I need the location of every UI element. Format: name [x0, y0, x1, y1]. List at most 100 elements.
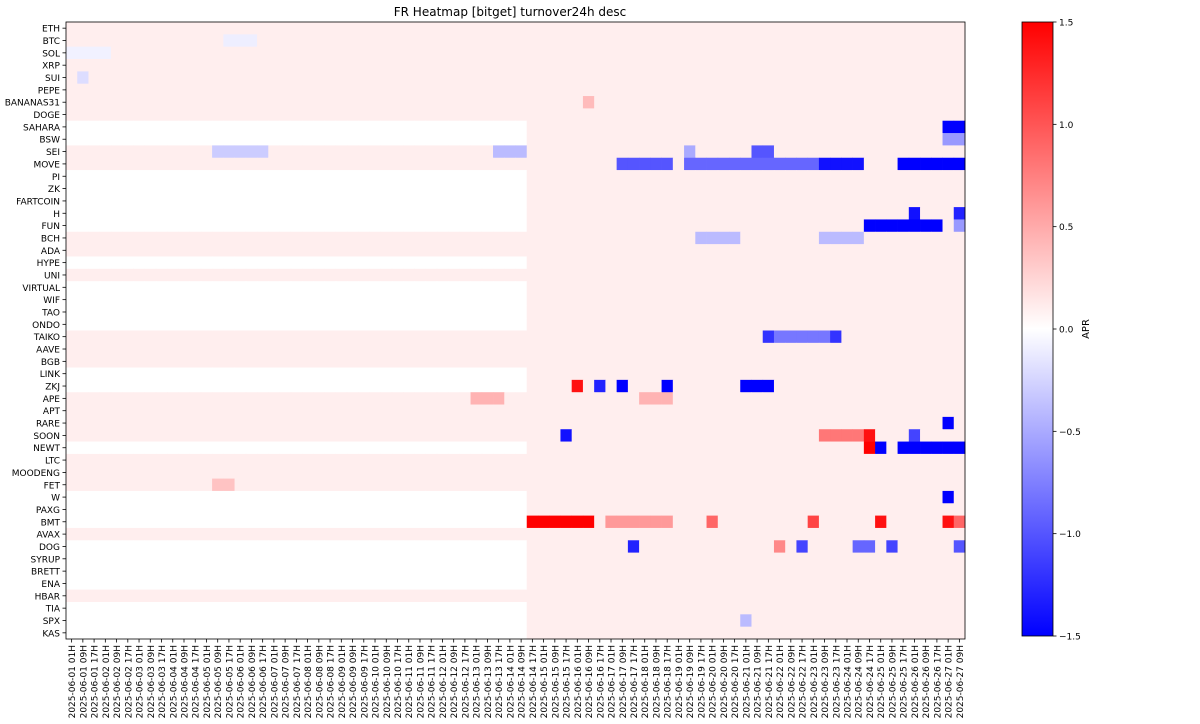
heatmap-cell — [717, 577, 730, 590]
heatmap-cell — [931, 441, 943, 455]
heatmap-cell — [268, 34, 280, 48]
heatmap-cell — [369, 219, 381, 233]
heatmap-cell — [953, 46, 966, 60]
heatmap-cell — [369, 170, 381, 183]
heatmap-cell — [470, 133, 483, 146]
heatmap-cell — [493, 145, 505, 159]
heatmap-cell — [695, 466, 707, 479]
heatmap-cell — [414, 379, 426, 393]
heatmap-cell — [785, 305, 797, 319]
heatmap-cell — [493, 589, 505, 603]
heatmap-cell — [526, 478, 539, 492]
heatmap-cell — [257, 404, 269, 418]
heatmap-cell — [493, 355, 505, 368]
heatmap-cell — [200, 614, 213, 628]
heatmap-cell — [324, 441, 337, 455]
heatmap-cell — [290, 318, 303, 331]
heatmap-cell — [290, 392, 303, 405]
heatmap-cell — [571, 157, 584, 171]
heatmap-cell — [369, 429, 381, 442]
heatmap-cell — [234, 157, 247, 171]
heatmap-cell — [448, 34, 460, 48]
y-tick-label: KAS — [42, 629, 60, 639]
heatmap-cell — [920, 478, 932, 492]
heatmap-cell — [526, 490, 539, 504]
heatmap-cell — [324, 256, 337, 270]
heatmap-cell — [324, 244, 337, 257]
heatmap-cell — [571, 367, 584, 381]
heatmap-cell — [268, 133, 280, 146]
heatmap-cell — [234, 626, 247, 640]
x-tick-label: 2025-06-04 01H — [169, 645, 179, 718]
heatmap-cell — [234, 601, 247, 615]
heatmap-cell — [301, 281, 314, 294]
heatmap-cell — [301, 83, 314, 97]
heatmap-cell — [257, 330, 269, 344]
heatmap-cell — [897, 478, 910, 492]
heatmap-cell — [155, 564, 168, 578]
heatmap-cell — [110, 120, 123, 134]
heatmap-cell — [807, 589, 820, 603]
heatmap-cell — [257, 256, 269, 270]
heatmap-cell — [155, 133, 168, 146]
heatmap-cell — [639, 527, 651, 541]
heatmap-cell — [526, 244, 539, 257]
heatmap-cell — [650, 614, 662, 628]
heatmap-cell — [279, 589, 292, 603]
heatmap-cell — [650, 429, 662, 442]
heatmap-cell — [515, 441, 528, 455]
heatmap-cell — [953, 318, 966, 331]
heatmap-cell — [481, 626, 494, 640]
heatmap-cell — [504, 392, 516, 405]
heatmap-cell — [144, 614, 157, 628]
heatmap-cell — [785, 145, 797, 159]
heatmap-cell — [122, 133, 134, 146]
heatmap-cell — [773, 256, 786, 270]
heatmap-cell — [178, 540, 190, 553]
heatmap-cell — [740, 281, 752, 294]
heatmap-cell — [605, 626, 617, 640]
heatmap-cell — [773, 182, 786, 196]
heatmap-cell — [110, 577, 123, 590]
heatmap-cell — [99, 108, 112, 122]
heatmap-cell — [830, 83, 842, 97]
heatmap-cell — [110, 367, 123, 381]
heatmap-cell — [155, 466, 168, 479]
heatmap-cell — [189, 46, 202, 60]
heatmap-cell — [279, 83, 292, 97]
heatmap-cell — [751, 577, 764, 590]
heatmap-cell — [571, 318, 584, 331]
heatmap-cell — [661, 552, 674, 566]
heatmap-cell — [661, 404, 674, 418]
heatmap-cell — [785, 83, 797, 97]
heatmap-cell — [77, 96, 89, 109]
heatmap-cell — [167, 305, 179, 319]
heatmap-cell — [335, 626, 348, 640]
heatmap-cell — [77, 157, 89, 171]
heatmap-cell — [99, 133, 112, 146]
heatmap-cell — [167, 231, 179, 245]
heatmap-cell — [481, 577, 494, 590]
heatmap-cell — [639, 577, 651, 590]
heatmap-cell — [639, 429, 651, 442]
heatmap-cell — [549, 305, 561, 319]
heatmap-cell — [740, 157, 752, 171]
heatmap-cell — [178, 626, 190, 640]
heatmap-cell — [582, 268, 595, 282]
heatmap-cell — [391, 170, 404, 183]
heatmap-cell — [189, 330, 202, 344]
heatmap-cell — [796, 614, 809, 628]
heatmap-cell — [470, 540, 483, 553]
heatmap-cell — [403, 268, 415, 282]
heatmap-cell — [504, 527, 516, 541]
heatmap-cell — [515, 404, 528, 418]
heatmap-cell — [88, 219, 101, 233]
heatmap-cell — [818, 527, 831, 541]
heatmap-cell — [627, 466, 640, 479]
y-tick-label: AAVE — [36, 346, 60, 356]
heatmap-cell — [627, 564, 640, 578]
heatmap-cell — [571, 256, 584, 270]
heatmap-cell — [897, 503, 910, 516]
heatmap-cell — [110, 429, 123, 442]
heatmap-cell — [571, 96, 584, 109]
